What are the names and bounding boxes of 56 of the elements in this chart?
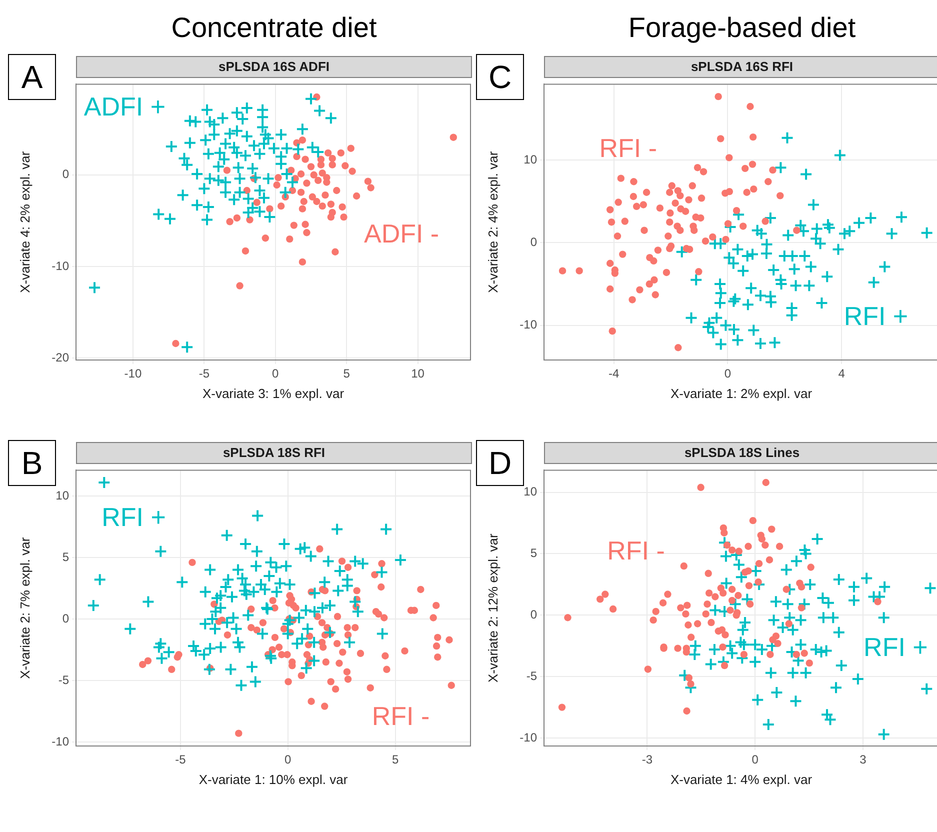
text: B — [8, 440, 56, 486]
x-axis-title: X-variate 3: 1% expl. var — [202, 386, 345, 401]
series-label: RFI - — [372, 700, 430, 731]
text: D — [476, 440, 524, 486]
y-axis-title: X-variate 2: 4% expl. var — [485, 150, 500, 293]
series-label: ADFI + — [84, 91, 166, 122]
x-tick-label: 0 — [724, 366, 732, 381]
y-tick-label: -5 — [58, 672, 70, 687]
x-tick-label: -5 — [198, 366, 210, 381]
series-label: RFI - — [607, 535, 665, 566]
x-axis-title: X-variate 1: 10% expl. var — [198, 772, 348, 787]
chart-title: sPLSDA 18S RFI — [76, 442, 472, 464]
y-tick-label: 10 — [56, 488, 70, 502]
y-tick-label: 5 — [62, 550, 70, 564]
series-label: ADFI - — [364, 218, 440, 248]
chart-subtitle: Concentrate diet — [170, 11, 378, 45]
x-axis-title: X-variate 1: 4% expl. var — [670, 772, 813, 787]
series-label: RFI - — [599, 132, 657, 163]
x-axis-title: X-variate 1: 2% expl. var — [670, 386, 813, 401]
x-tick-label: -10 — [124, 366, 142, 381]
chart-subtitle: Forage-based diet — [627, 11, 857, 45]
y-axis-title: X-variate 2: 12% expl. var — [485, 533, 500, 683]
series-label: RFI + — [864, 632, 928, 662]
y-tick-label: -10 — [520, 318, 538, 332]
y-tick-label: 5 — [530, 546, 538, 560]
y-tick-label: -5 — [526, 668, 538, 683]
text: A — [8, 54, 56, 100]
x-tick-label: 0 — [272, 366, 280, 381]
y-axis-title: X-variate 4: 2% expl. var — [17, 150, 32, 293]
y-tick-label: -10 — [52, 258, 70, 273]
y-tick-label: 10 — [524, 484, 538, 499]
x-tick-label: 5 — [392, 752, 399, 767]
x-tick-label: -5 — [175, 752, 186, 767]
y-tick-label: 0 — [62, 167, 70, 182]
y-axis-title: X-variate 2: 7% expl. var — [17, 536, 32, 679]
x-tick-label: -3 — [642, 752, 653, 767]
y-tick-label: -20 — [52, 350, 70, 364]
y-tick-label: 0 — [62, 611, 70, 626]
x-tick-label: 5 — [343, 366, 350, 381]
y-tick-label: 10 — [524, 152, 538, 166]
text: C — [476, 54, 524, 100]
y-tick-label: -10 — [52, 734, 70, 748]
series-label: RFI + — [844, 301, 908, 332]
y-tick-label: 0 — [530, 235, 538, 250]
y-tick-label: 0 — [530, 607, 538, 622]
x-tick-label: 0 — [752, 752, 759, 767]
series-label: RFI + — [102, 502, 166, 532]
x-tick-label: 4 — [838, 366, 846, 381]
chart-title: sPLSDA 16S RFI — [544, 56, 937, 78]
x-tick-label: -4 — [608, 366, 620, 381]
x-tick-label: 3 — [860, 752, 867, 767]
x-tick-label: 0 — [284, 752, 292, 767]
x-tick-label: 10 — [411, 366, 425, 381]
chart-title: sPLSDA 18S Lines — [544, 442, 937, 464]
y-tick-label: -10 — [520, 730, 538, 744]
chart-title: sPLSDA 16S ADFI — [76, 56, 472, 78]
